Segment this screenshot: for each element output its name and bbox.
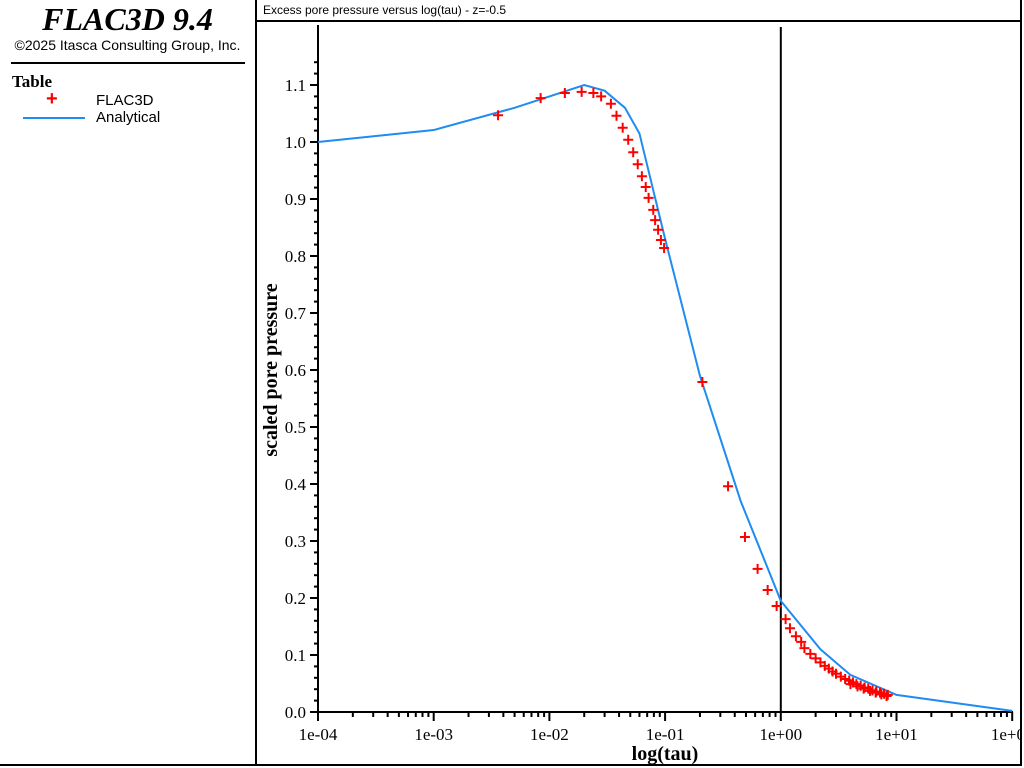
flac3d-point	[636, 171, 647, 182]
flac3d-point	[535, 93, 546, 104]
flac3d-point	[623, 134, 634, 145]
flac3d-point	[653, 224, 664, 235]
flac3d-point	[648, 204, 659, 215]
legend-item-analytical: Analytical	[96, 109, 161, 126]
x-tick-label: 1e+00	[759, 725, 802, 744]
flac3d-point	[628, 147, 639, 158]
y-tick-label: 1.1	[285, 76, 306, 95]
plus-marker-icon: +	[46, 88, 58, 110]
y-tick-label: 0.8	[285, 247, 306, 266]
x-tick-label: 1e+01	[875, 725, 918, 744]
flac3d-point	[790, 631, 801, 642]
y-tick-label: 1.0	[285, 133, 306, 152]
x-tick-label: 1e-01	[646, 725, 685, 744]
flac3d-point	[771, 600, 782, 611]
chart-title: Excess pore pressure versus log(tau) - z…	[263, 3, 507, 17]
x-axis-label: log(tau)	[632, 743, 699, 765]
flac3d-point	[640, 182, 651, 193]
y-tick-label: 0.4	[285, 475, 307, 494]
chart-title-bar: Excess pore pressure versus log(tau) - z…	[257, 0, 1022, 22]
flac3d-point	[611, 110, 622, 121]
x-tick-label: 1e+02	[991, 725, 1022, 744]
x-tick-label: 1e-04	[299, 725, 338, 744]
flac3d-point	[493, 110, 504, 121]
y-tick-label: 0.3	[285, 532, 306, 551]
y-tick-label: 0.9	[285, 190, 306, 209]
flac3d-point	[659, 243, 670, 254]
flac3d-point	[780, 614, 791, 625]
copyright: ©2025 Itasca Consulting Group, Inc.	[14, 37, 241, 53]
flac3d-point	[784, 623, 795, 634]
flac3d-point	[858, 683, 869, 694]
x-tick-label: 1e-03	[414, 725, 453, 744]
y-tick-label: 0.0	[285, 703, 306, 722]
flac3d-point	[739, 532, 750, 543]
divider	[11, 62, 245, 64]
flac3d-point	[870, 687, 881, 698]
flac3d-point	[881, 691, 892, 702]
flac3d-point	[588, 87, 599, 98]
y-tick-label: 0.6	[285, 361, 306, 380]
flac3d-point	[752, 563, 763, 574]
flac3d-point	[799, 643, 810, 654]
flac3d-point	[845, 679, 856, 690]
y-tick-label: 0.5	[285, 418, 306, 437]
legend-panel: FLAC3D 9.4 ©2025 Itasca Consulting Group…	[0, 0, 257, 766]
flac3d-point	[697, 376, 708, 387]
y-axis-label: scaled pore pressure	[260, 283, 282, 456]
flac3d-point	[605, 98, 616, 109]
y-tick-label: 0.2	[285, 589, 306, 608]
flac3d-point	[864, 685, 875, 696]
flac3d-point	[805, 648, 816, 659]
flac3d-point	[632, 159, 643, 170]
flac3d-point	[852, 681, 863, 692]
flac3d-point	[559, 87, 570, 98]
flac3d-point	[643, 192, 654, 203]
flac3d-point	[835, 671, 846, 682]
flac3d-point	[796, 636, 807, 647]
legend-item-flac3d: FLAC3D	[96, 92, 154, 109]
flac3d-point	[762, 585, 773, 596]
y-tick-label: 0.1	[285, 646, 306, 665]
legend-title: Table	[12, 72, 53, 91]
flac3d-point	[596, 91, 607, 102]
flac3d-point	[655, 235, 666, 246]
x-tick-label: 1e-02	[530, 725, 569, 744]
analytical-line	[317, 83, 1013, 712]
app-title: FLAC3D 9.4	[42, 1, 213, 37]
line-marker-icon	[23, 117, 85, 119]
flac3d-point	[723, 481, 734, 492]
flac3d-point	[576, 86, 587, 97]
flac3d-point	[617, 122, 628, 133]
y-tick-label: 0.7	[285, 304, 307, 323]
flac3d-point	[650, 215, 661, 226]
flac3d-point	[876, 689, 887, 700]
